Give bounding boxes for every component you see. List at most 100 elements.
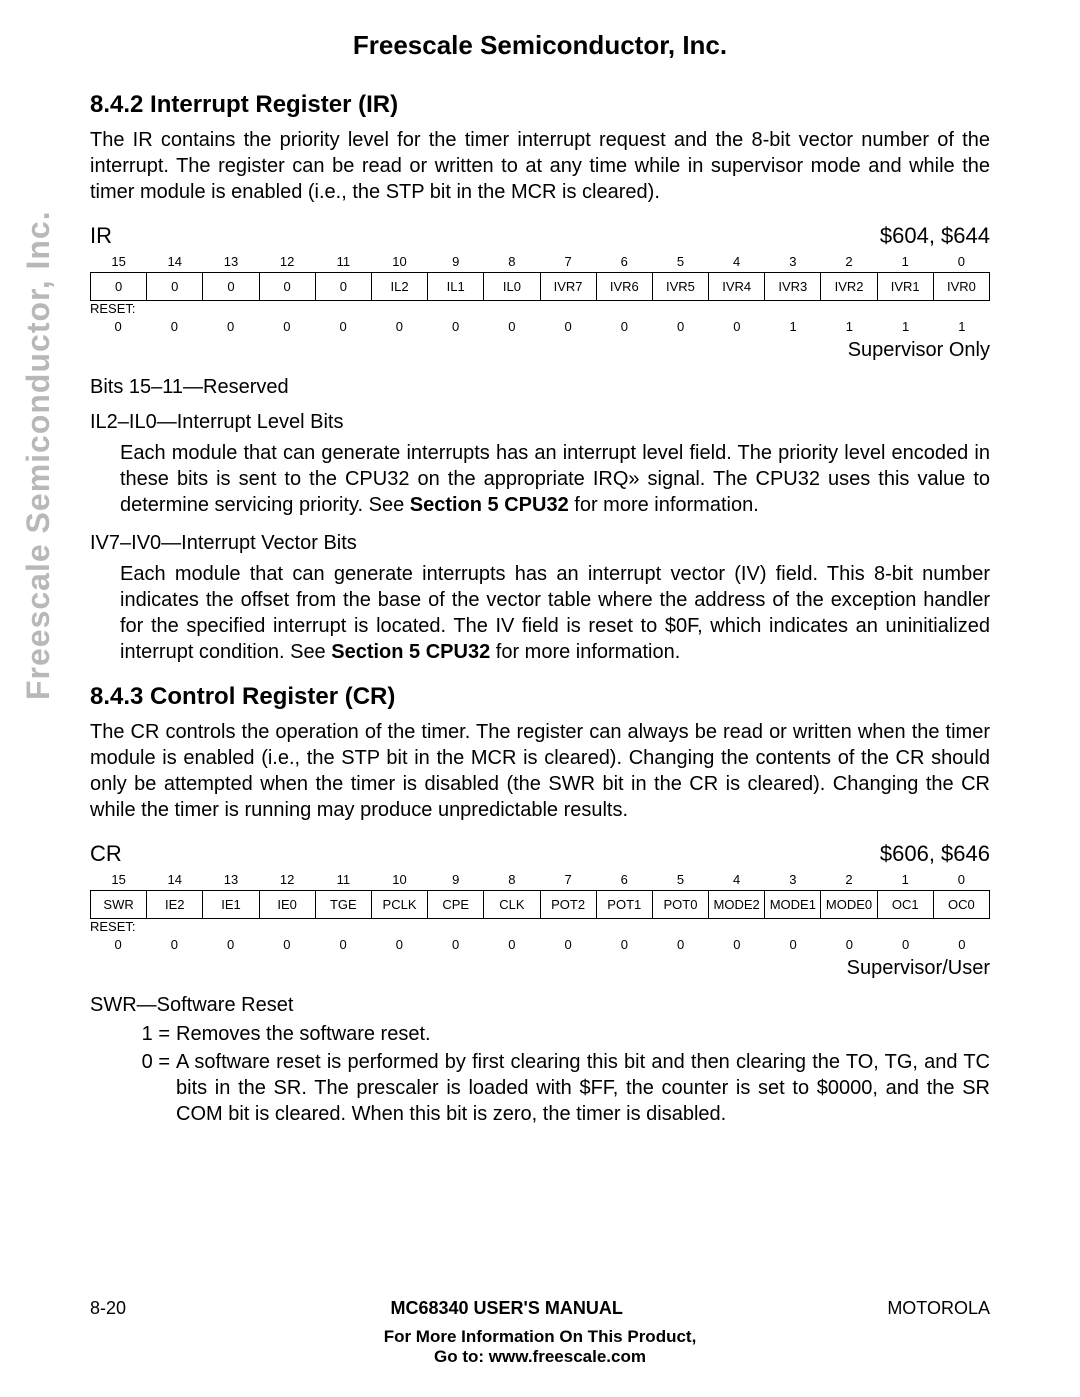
bit-name-cell: POT2 xyxy=(540,891,596,919)
bit-name-cell: IE2 xyxy=(147,891,203,919)
cr-field-swr: SWR—Software Reset xyxy=(90,994,990,1017)
bit-name-cell: 0 xyxy=(147,273,203,301)
bit-num-cell: 6 xyxy=(596,251,652,273)
cr-access: Supervisor/User xyxy=(90,957,990,980)
section-heading-ir: 8.4.2 Interrupt Register (IR) xyxy=(90,91,990,119)
side-company-label: Freescale Semiconductor, Inc. xyxy=(20,210,57,700)
bit-num-cell: 13 xyxy=(203,869,259,891)
bit-num-cell: 0 xyxy=(709,316,765,337)
bit-num-cell: 1 xyxy=(934,316,990,337)
bit-name-cell: IVR4 xyxy=(709,273,765,301)
cr-reg-addr: $606, $646 xyxy=(880,841,990,867)
bit-num-cell: 0 xyxy=(878,934,934,955)
bit-num-cell: 0 xyxy=(540,316,596,337)
bit-num-cell: 0 xyxy=(315,934,371,955)
bit-num-cell: 0 xyxy=(653,934,709,955)
bit-name-cell: OC0 xyxy=(933,891,989,919)
section-heading-cr: 8.4.3 Control Register (CR) xyxy=(90,683,990,711)
cr-reset-label: RESET: xyxy=(90,919,990,934)
bit-num-cell: 0 xyxy=(428,934,484,955)
ir-reset-table: 0000000000001111 xyxy=(90,316,990,337)
bit-num-cell: 0 xyxy=(259,934,315,955)
bit-num-cell: 0 xyxy=(484,934,540,955)
cr-intro: The CR controls the operation of the tim… xyxy=(90,719,990,823)
bit-num-cell: 7 xyxy=(540,869,596,891)
bit-name-cell: POT1 xyxy=(596,891,652,919)
bit-num-cell: 0 xyxy=(821,934,877,955)
bit-num-cell: 0 xyxy=(203,934,259,955)
bit-name-cell: IVR7 xyxy=(540,273,596,301)
cr-bit-table: 1514131211109876543210 SWRIE2IE1IE0TGEPC… xyxy=(90,869,990,919)
ir-access: Supervisor Only xyxy=(90,339,990,362)
bit-num-cell: 3 xyxy=(765,869,821,891)
bit-name-cell: MODE1 xyxy=(765,891,821,919)
footer-page-num: 8-20 xyxy=(90,1298,126,1319)
ir-field-iv-body: Each module that can generate interrupts… xyxy=(120,561,990,665)
bit-num-cell: 10 xyxy=(371,869,427,891)
bit-num-cell: 14 xyxy=(147,869,203,891)
bit-name-cell: IL2 xyxy=(371,273,427,301)
bit-num-cell: 9 xyxy=(428,251,484,273)
ir-reset-label: RESET: xyxy=(90,301,990,316)
bit-num-cell: 8 xyxy=(484,869,540,891)
bit-num-cell: 0 xyxy=(315,316,371,337)
bit-num-cell: 0 xyxy=(146,934,202,955)
ir-intro: The IR contains the priority level for t… xyxy=(90,127,990,205)
bit-num-cell: 0 xyxy=(934,934,990,955)
bit-name-cell: 0 xyxy=(315,273,371,301)
bit-num-cell: 1 xyxy=(821,316,877,337)
bit-name-cell: IL1 xyxy=(428,273,484,301)
bit-num-cell: 0 xyxy=(653,316,709,337)
ir-reg-name: IR xyxy=(90,223,112,249)
footer-manual-title: MC68340 USER'S MANUAL xyxy=(391,1298,623,1319)
ir-field-il: IL2–IL0—Interrupt Level Bits xyxy=(90,411,990,434)
bit-num-cell: 1 xyxy=(878,316,934,337)
bit-name-cell: SWR xyxy=(91,891,147,919)
ir-field-reserved: Bits 15–11—Reserved xyxy=(90,376,990,399)
bit-name-cell: PCLK xyxy=(371,891,427,919)
bit-num-cell: 2 xyxy=(821,869,877,891)
bit-num-cell: 2 xyxy=(821,251,877,273)
bit-num-cell: 9 xyxy=(428,869,484,891)
bit-num-cell: 0 xyxy=(933,251,989,273)
bit-name-cell: IVR1 xyxy=(877,273,933,301)
bit-name-cell: MODE0 xyxy=(821,891,877,919)
bit-num-cell: 6 xyxy=(596,869,652,891)
bit-num-cell: 0 xyxy=(259,316,315,337)
bit-num-cell: 0 xyxy=(371,934,427,955)
bit-name-cell: IVR3 xyxy=(765,273,821,301)
bit-num-cell: 5 xyxy=(652,869,708,891)
bit-num-cell: 0 xyxy=(709,934,765,955)
bit-name-cell: MODE2 xyxy=(709,891,765,919)
ir-reg-addr: $604, $644 xyxy=(880,223,990,249)
bit-name-cell: CLK xyxy=(484,891,540,919)
ir-field-iv: IV7–IV0—Interrupt Vector Bits xyxy=(90,532,990,555)
footer-info-line1: For More Information On This Product, xyxy=(90,1327,990,1347)
bit-name-cell: TGE xyxy=(315,891,371,919)
cr-reg-name: CR xyxy=(90,841,122,867)
bit-num-cell: 12 xyxy=(259,251,315,273)
bit-num-cell: 0 xyxy=(146,316,202,337)
bit-num-cell: 0 xyxy=(90,316,146,337)
bit-num-cell: 1 xyxy=(877,869,933,891)
bit-name-cell: IL0 xyxy=(484,273,540,301)
bit-num-cell: 0 xyxy=(596,934,652,955)
bit-name-cell: IVR5 xyxy=(652,273,708,301)
bit-num-cell: 5 xyxy=(652,251,708,273)
bit-num-cell: 7 xyxy=(540,251,596,273)
bit-name-cell: IVR2 xyxy=(821,273,877,301)
bit-num-cell: 12 xyxy=(259,869,315,891)
bit-num-cell: 0 xyxy=(428,316,484,337)
bit-num-cell: 0 xyxy=(933,869,989,891)
bit-num-cell: 0 xyxy=(484,316,540,337)
bit-num-cell: 11 xyxy=(315,251,371,273)
bit-num-cell: 15 xyxy=(91,869,147,891)
bit-num-cell: 1 xyxy=(765,316,821,337)
ir-field-il-body: Each module that can generate interrupts… xyxy=(120,440,990,518)
bit-name-cell: IE0 xyxy=(259,891,315,919)
bit-num-cell: 10 xyxy=(371,251,427,273)
bit-num-cell: 15 xyxy=(91,251,147,273)
bit-num-cell: 0 xyxy=(596,316,652,337)
bit-num-cell: 0 xyxy=(371,316,427,337)
footer-info-line2: Go to: www.freescale.com xyxy=(90,1347,990,1367)
